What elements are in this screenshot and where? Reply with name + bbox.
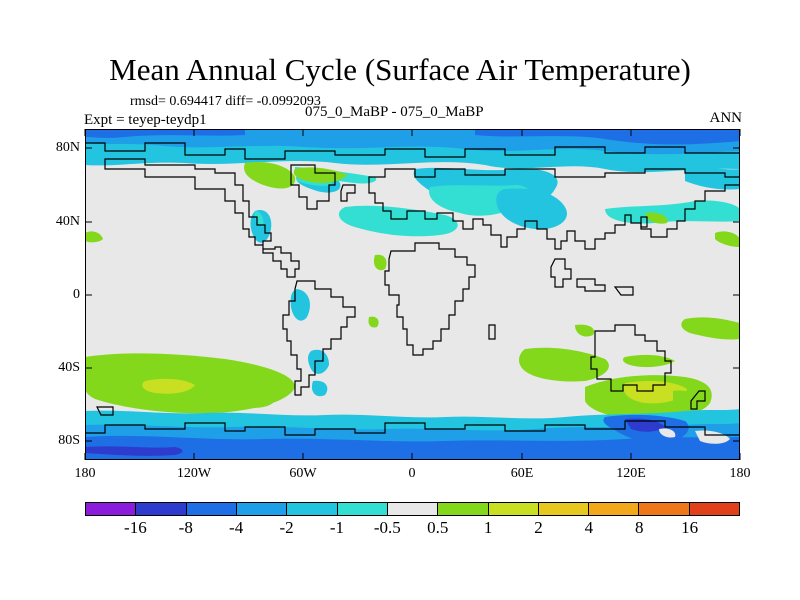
season-label: ANN — [709, 110, 743, 126]
x-tick-label: 120W — [176, 466, 212, 481]
colorbar-label: -2 — [279, 518, 294, 537]
southern-ocean-anomaly — [519, 347, 712, 420]
mid-latitude-anomaly — [85, 212, 740, 368]
continent-outlines — [85, 142, 740, 436]
colorbar-swatch — [287, 503, 338, 515]
y-tick-label: 40S — [58, 360, 80, 375]
colorbar-swatch — [387, 503, 439, 515]
y-tick-label: 0 — [73, 287, 80, 302]
colorbar-swatch — [488, 503, 539, 515]
x-tick-label: 60W — [289, 466, 317, 481]
colorbar-swatch — [689, 503, 740, 515]
x-tick-label: 60E — [510, 466, 534, 481]
colorbar-swatch — [337, 503, 388, 515]
expt-label: Expt = teyep-teydp1 — [84, 112, 207, 128]
x-tick-label: 0 — [408, 466, 416, 481]
map-plot — [85, 129, 740, 460]
x-tick-label: 180 — [729, 466, 751, 481]
colorbar-label: -0.5 — [373, 518, 401, 537]
colorbar-label: -16 — [124, 518, 147, 537]
eurasia-anomaly — [338, 167, 740, 237]
colorbar-swatch — [86, 503, 137, 515]
colorbar — [85, 502, 740, 516]
y-tick-label: 80S — [58, 433, 80, 448]
antarctic-anomaly — [85, 409, 740, 460]
colorbar-label: 8 — [634, 518, 644, 537]
colorbar-label: 1 — [483, 518, 493, 537]
colorbar-swatch — [236, 503, 288, 515]
x-tick-label: 120E — [616, 466, 646, 481]
colorbar-label: -8 — [178, 518, 193, 537]
colorbar-label: 16 — [681, 518, 699, 537]
colorbar-label: 2 — [534, 518, 543, 537]
colorbar-swatch — [589, 503, 640, 515]
colorbar-label: 4 — [584, 518, 594, 537]
y-tick-label: 40N — [55, 214, 80, 229]
experiment-name: 075_0_MaBP - 075_0_MaBP — [305, 104, 484, 120]
stats-text: rmsd= 0.694417 diff= -0.0992093 — [130, 94, 321, 109]
colorbar-label: -4 — [229, 518, 244, 537]
x-tick-label: 180 — [74, 466, 96, 481]
colorbar-swatch — [438, 503, 489, 515]
chart-title: Mean Annual Cycle (Surface Air Temperatu… — [109, 52, 691, 87]
colorbar-swatch — [136, 503, 187, 515]
south-pacific-anomaly — [85, 353, 295, 414]
north-america-anomaly — [244, 161, 387, 271]
colorbar-swatch — [538, 503, 590, 515]
colorbar-swatch — [639, 503, 690, 515]
colorbar-label: -1 — [329, 518, 344, 537]
y-tick-label: 80N — [55, 140, 80, 155]
colorbar-swatch — [186, 503, 237, 515]
arctic-anomaly — [85, 129, 740, 173]
colorbar-label: 0.5 — [427, 518, 449, 537]
